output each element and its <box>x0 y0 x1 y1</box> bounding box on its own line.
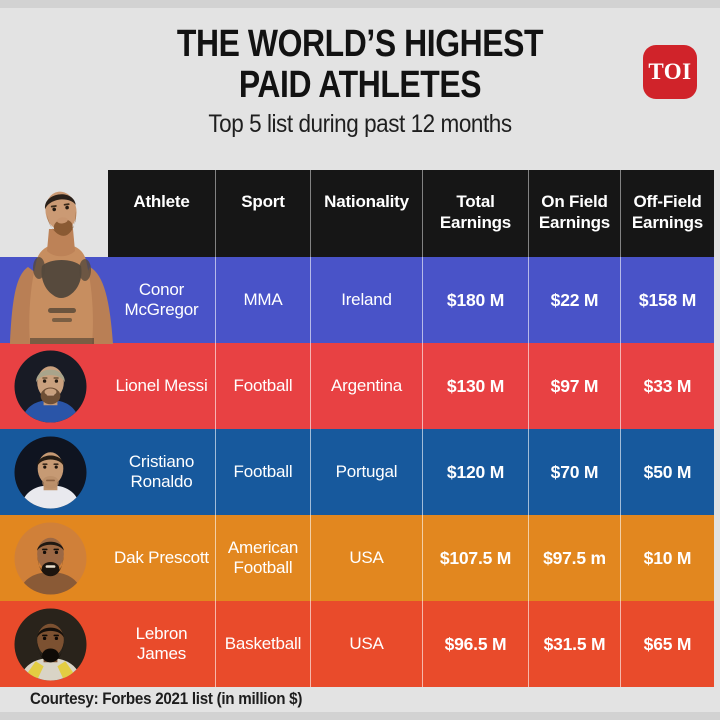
cristiano-ronaldo-photo <box>14 435 87 509</box>
column-header-nationality: Nationality <box>310 170 422 257</box>
top-edge-strip <box>0 0 720 8</box>
on-field-earnings-value: $97.5 m <box>528 515 620 601</box>
nationality-value: Argentina <box>310 343 422 429</box>
table-row-ronaldo: Cristiano Ronaldo Football Portugal $120… <box>0 429 714 515</box>
athlete-name: Lebron James <box>135 624 188 663</box>
on-field-earnings-value: $97 M <box>528 343 620 429</box>
nationality-value: USA <box>310 601 422 687</box>
athlete-name: Dak Prescott <box>114 548 209 567</box>
masthead: THE WORLD’S HIGHEST PAID ATHLETES Top 5 … <box>0 24 720 139</box>
column-header-sport: Sport <box>215 170 310 257</box>
lebron-james-photo <box>14 607 87 681</box>
total-earnings-value: $107.5 M <box>422 515 528 601</box>
athletes-table: Athlete Sport Nationality Total Earnings… <box>0 170 714 687</box>
lionel-messi-photo <box>14 349 87 423</box>
source-credit: Courtesy: Forbes 2021 list (in million $… <box>30 690 303 708</box>
page-title: THE WORLD’S HIGHEST PAID ATHLETES <box>58 24 663 106</box>
off-field-earnings-value: $10 M <box>620 515 714 601</box>
table-row-prescott: Dak Prescott American Football USA $107.… <box>0 515 714 601</box>
nationality-value: Ireland <box>310 257 422 343</box>
on-field-earnings-value: $22 M <box>528 257 620 343</box>
sport-value: Basketball <box>215 601 310 687</box>
page-subtitle: Top 5 list during past 12 months <box>208 110 512 138</box>
total-earnings-value: $120 M <box>422 429 528 515</box>
off-field-earnings-value: $65 M <box>620 601 714 687</box>
table-header-row: Athlete Sport Nationality Total Earnings… <box>0 170 714 257</box>
athlete-name: Lionel Messi <box>115 376 208 395</box>
bottom-edge-strip <box>0 712 720 720</box>
column-header-off-field-earnings: Off-Field Earnings <box>620 170 714 257</box>
sport-value: American Football <box>215 515 310 601</box>
off-field-earnings-value: $158 M <box>620 257 714 343</box>
toi-logo-text: TOI <box>648 59 692 84</box>
column-header-athlete: Athlete <box>108 170 215 257</box>
on-field-earnings-value: $70 M <box>528 429 620 515</box>
page-title-line2: PAID ATHLETES <box>238 64 482 106</box>
dak-prescott-photo <box>14 521 87 595</box>
photo-cell-prescott <box>0 515 108 601</box>
total-earnings-value: $96.5 M <box>422 601 528 687</box>
nationality-value: USA <box>310 515 422 601</box>
nationality-value: Portugal <box>310 429 422 515</box>
total-earnings-value: $130 M <box>422 343 528 429</box>
athlete-name: Conor McGregor <box>124 280 199 319</box>
sport-value: MMA <box>215 257 310 343</box>
sport-value: Football <box>215 343 310 429</box>
table-row-james: Lebron James Basketball USA $96.5 M $31.… <box>0 601 714 687</box>
table-row-mcgregor: Conor McGregor MMA Ireland $180 M $22 M … <box>0 257 714 343</box>
column-header-total-earnings: Total Earnings <box>422 170 528 257</box>
sport-value: Football <box>215 429 310 515</box>
table-row-messi: Lionel Messi Football Argentina $130 M $… <box>0 343 714 429</box>
photo-cell-messi <box>0 343 108 429</box>
off-field-earnings-value: $33 M <box>620 343 714 429</box>
off-field-earnings-value: $50 M <box>620 429 714 515</box>
photo-cell-ronaldo <box>0 429 108 515</box>
total-earnings-value: $180 M <box>422 257 528 343</box>
toi-logo: TOI <box>643 45 697 99</box>
on-field-earnings-value: $31.5 M <box>528 601 620 687</box>
conor-mcgregor-photo <box>10 191 113 344</box>
column-header-on-field-earnings: On Field Earnings <box>528 170 620 257</box>
athlete-name: Cristiano Ronaldo <box>128 452 195 491</box>
photo-cell-james <box>0 601 108 687</box>
page-title-line1: THE WORLD’S HIGHEST <box>176 23 544 65</box>
